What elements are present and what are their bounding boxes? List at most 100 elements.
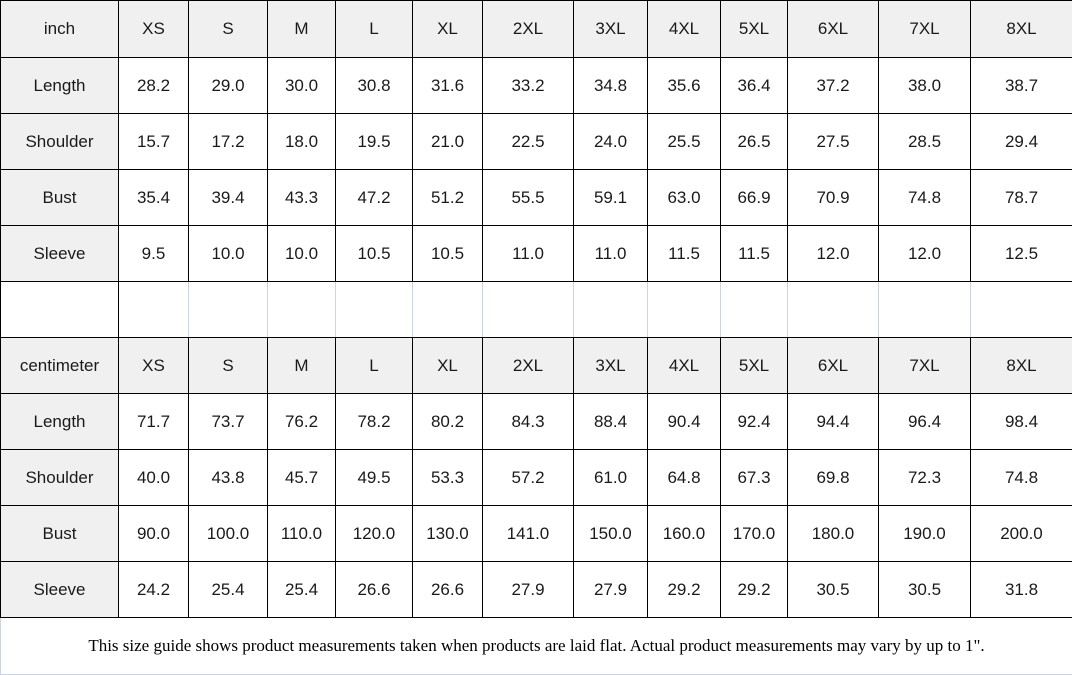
value-cell: 26.6: [336, 562, 413, 618]
value-cell: 78.7: [971, 170, 1072, 226]
row-label-cell: Sleeve: [1, 562, 119, 618]
footer-note: This size guide shows product measuremen…: [1, 618, 1072, 675]
spacer-cell: [189, 282, 268, 338]
value-cell: 29.0: [189, 58, 268, 114]
value-cell: 64.8: [648, 450, 721, 506]
footer-row: This size guide shows product measuremen…: [1, 618, 1072, 675]
value-cell: 9.5: [119, 226, 189, 282]
value-cell: 92.4: [721, 394, 788, 450]
size-header-cell: 3XL: [574, 1, 648, 58]
value-cell: 43.3: [268, 170, 336, 226]
value-cell: 26.5: [721, 114, 788, 170]
value-cell: 100.0: [189, 506, 268, 562]
size-header-cell: M: [268, 338, 336, 394]
value-cell: 98.4: [971, 394, 1072, 450]
size-header-cell: 8XL: [971, 338, 1072, 394]
value-cell: 110.0: [268, 506, 336, 562]
spacer-cell: [971, 282, 1072, 338]
value-cell: 160.0: [648, 506, 721, 562]
spacer-cell: [648, 282, 721, 338]
size-header-cell: 4XL: [648, 1, 721, 58]
value-cell: 120.0: [336, 506, 413, 562]
value-cell: 90.0: [119, 506, 189, 562]
value-cell: 10.5: [413, 226, 483, 282]
value-cell: 190.0: [879, 506, 971, 562]
spacer-cell: [268, 282, 336, 338]
value-cell: 27.9: [483, 562, 574, 618]
size-header-cell: 7XL: [879, 338, 971, 394]
value-cell: 26.6: [413, 562, 483, 618]
value-cell: 31.8: [971, 562, 1072, 618]
size-header-cell: 5XL: [721, 1, 788, 58]
value-cell: 10.5: [336, 226, 413, 282]
table-row: Sleeve 9.5 10.0 10.0 10.5 10.5 11.0 11.0…: [1, 226, 1072, 282]
spacer-cell: [721, 282, 788, 338]
size-header-cell: 8XL: [971, 1, 1072, 58]
value-cell: 39.4: [189, 170, 268, 226]
table-row: Shoulder 15.7 17.2 18.0 19.5 21.0 22.5 2…: [1, 114, 1072, 170]
value-cell: 90.4: [648, 394, 721, 450]
value-cell: 37.2: [788, 58, 879, 114]
unit-header-cell: centimeter: [1, 338, 119, 394]
value-cell: 71.7: [119, 394, 189, 450]
size-header-cell: L: [336, 1, 413, 58]
size-header-cell: XS: [119, 1, 189, 58]
size-header-cell: XS: [119, 338, 189, 394]
size-header-cell: 2XL: [483, 338, 574, 394]
value-cell: 25.5: [648, 114, 721, 170]
value-cell: 11.0: [483, 226, 574, 282]
table-row: Bust 90.0 100.0 110.0 120.0 130.0 141.0 …: [1, 506, 1072, 562]
value-cell: 170.0: [721, 506, 788, 562]
unit-header-cell: inch: [1, 1, 119, 58]
value-cell: 34.8: [574, 58, 648, 114]
spacer-cell: [119, 282, 189, 338]
spacer-cell: [879, 282, 971, 338]
value-cell: 74.8: [879, 170, 971, 226]
value-cell: 141.0: [483, 506, 574, 562]
value-cell: 94.4: [788, 394, 879, 450]
value-cell: 31.6: [413, 58, 483, 114]
spacer-cell: [788, 282, 879, 338]
value-cell: 12.0: [879, 226, 971, 282]
value-cell: 61.0: [574, 450, 648, 506]
value-cell: 35.6: [648, 58, 721, 114]
size-header-cell: 2XL: [483, 1, 574, 58]
value-cell: 55.5: [483, 170, 574, 226]
value-cell: 35.4: [119, 170, 189, 226]
spacer-row: [1, 282, 1072, 338]
size-header-cell: XL: [413, 338, 483, 394]
table-row: Length 71.7 73.7 76.2 78.2 80.2 84.3 88.…: [1, 394, 1072, 450]
value-cell: 18.0: [268, 114, 336, 170]
value-cell: 63.0: [648, 170, 721, 226]
size-header-cell: M: [268, 1, 336, 58]
inch-header-row: inch XS S M L XL 2XL 3XL 4XL 5XL 6XL 7XL…: [1, 1, 1072, 58]
value-cell: 22.5: [483, 114, 574, 170]
value-cell: 30.5: [788, 562, 879, 618]
value-cell: 29.2: [721, 562, 788, 618]
value-cell: 10.0: [189, 226, 268, 282]
value-cell: 43.8: [189, 450, 268, 506]
value-cell: 17.2: [189, 114, 268, 170]
value-cell: 80.2: [413, 394, 483, 450]
size-header-cell: 6XL: [788, 338, 879, 394]
centimeter-header-row: centimeter XS S M L XL 2XL 3XL 4XL 5XL 6…: [1, 338, 1072, 394]
value-cell: 70.9: [788, 170, 879, 226]
size-header-cell: 7XL: [879, 1, 971, 58]
row-label-cell: Bust: [1, 170, 119, 226]
value-cell: 12.5: [971, 226, 1072, 282]
value-cell: 78.2: [336, 394, 413, 450]
size-header-cell: S: [189, 338, 268, 394]
value-cell: 29.2: [648, 562, 721, 618]
value-cell: 72.3: [879, 450, 971, 506]
value-cell: 88.4: [574, 394, 648, 450]
table-row: Bust 35.4 39.4 43.3 47.2 51.2 55.5 59.1 …: [1, 170, 1072, 226]
row-label-cell: Length: [1, 394, 119, 450]
value-cell: 180.0: [788, 506, 879, 562]
value-cell: 11.0: [574, 226, 648, 282]
value-cell: 49.5: [336, 450, 413, 506]
size-header-cell: L: [336, 338, 413, 394]
size-header-cell: 4XL: [648, 338, 721, 394]
value-cell: 67.3: [721, 450, 788, 506]
size-header-cell: S: [189, 1, 268, 58]
value-cell: 74.8: [971, 450, 1072, 506]
